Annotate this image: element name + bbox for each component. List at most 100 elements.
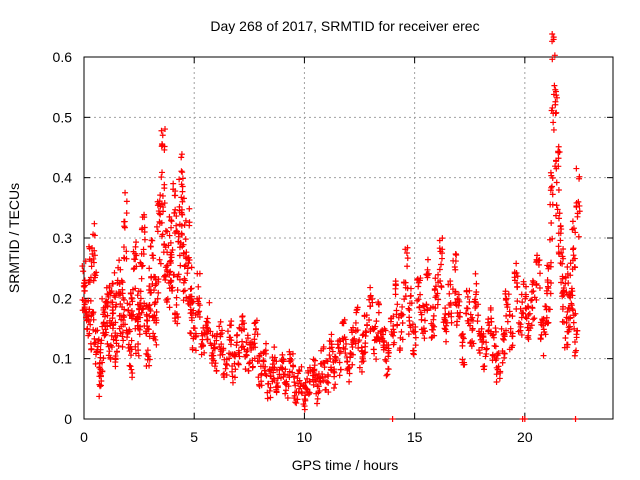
data-point	[91, 252, 98, 259]
data-point	[559, 253, 566, 260]
data-point	[114, 279, 121, 286]
data-point	[302, 392, 309, 399]
data-point	[418, 326, 425, 333]
data-point	[548, 280, 555, 287]
data-point	[175, 238, 182, 245]
data-point	[298, 390, 305, 397]
data-point	[560, 246, 567, 253]
data-point	[198, 330, 205, 337]
data-point	[231, 374, 238, 381]
data-point	[447, 281, 454, 288]
data-point	[379, 327, 386, 334]
data-point	[239, 321, 246, 328]
data-point	[149, 237, 156, 244]
data-point	[564, 344, 571, 351]
data-point	[573, 347, 580, 354]
data-point	[562, 273, 569, 280]
data-point	[158, 143, 165, 150]
data-point	[345, 365, 352, 372]
data-point	[131, 256, 138, 263]
data-point	[166, 213, 173, 220]
data-point	[108, 332, 115, 339]
data-point	[188, 264, 195, 271]
data-point	[331, 385, 338, 392]
data-point	[356, 337, 363, 344]
data-point	[196, 295, 203, 302]
data-point	[92, 339, 99, 346]
data-point	[421, 335, 428, 342]
data-point	[544, 277, 551, 284]
data-point	[119, 343, 126, 350]
data-point	[412, 334, 419, 341]
data-point	[129, 370, 136, 377]
data-point	[187, 310, 194, 317]
data-point	[438, 255, 445, 262]
data-point	[274, 383, 281, 390]
data-point	[177, 262, 184, 269]
data-point	[422, 328, 429, 335]
data-point	[466, 298, 473, 305]
data-point	[530, 288, 537, 295]
data-point	[260, 349, 267, 356]
data-point	[537, 270, 544, 277]
data-point	[266, 366, 273, 373]
data-point	[363, 312, 370, 319]
data-point	[542, 303, 549, 310]
data-point	[342, 346, 349, 353]
data-point	[181, 287, 188, 294]
data-point	[463, 288, 470, 295]
data-point	[132, 243, 139, 250]
data-point	[488, 318, 495, 325]
data-point	[153, 319, 160, 326]
data-point	[146, 306, 153, 313]
data-point	[558, 249, 565, 256]
data-point	[104, 291, 111, 298]
data-point	[398, 310, 405, 317]
data-point	[326, 352, 333, 359]
data-point	[152, 336, 159, 343]
data-point	[383, 358, 390, 365]
data-point	[176, 276, 183, 283]
data-point	[167, 239, 174, 246]
data-point	[150, 287, 157, 294]
data-point	[240, 343, 247, 350]
data-point	[255, 381, 262, 388]
data-point	[434, 290, 441, 297]
data-point	[141, 214, 148, 221]
data-point	[223, 360, 230, 367]
data-point	[224, 328, 231, 335]
data-point	[218, 341, 225, 348]
data-point	[90, 277, 97, 284]
data-point	[172, 206, 179, 213]
data-point	[108, 299, 115, 306]
data-point	[187, 329, 194, 336]
data-point	[370, 346, 377, 353]
data-point	[187, 286, 194, 293]
data-point	[186, 205, 193, 212]
data-point	[557, 237, 564, 244]
data-point	[277, 364, 284, 371]
data-point	[207, 328, 214, 335]
data-point	[322, 386, 329, 393]
data-point	[167, 268, 174, 275]
data-point	[424, 274, 431, 281]
data-point	[178, 151, 185, 158]
data-point	[166, 304, 173, 311]
data-point	[178, 222, 185, 229]
data-point	[485, 328, 492, 335]
data-point	[134, 322, 141, 329]
data-point	[174, 287, 181, 294]
data-point	[104, 303, 111, 310]
data-point	[145, 326, 152, 333]
data-point	[119, 329, 126, 336]
data-point	[137, 303, 144, 310]
data-point	[575, 233, 582, 240]
data-point	[192, 347, 199, 354]
data-point	[85, 316, 92, 323]
data-point	[570, 225, 577, 232]
data-point	[435, 296, 442, 303]
data-point	[106, 348, 113, 355]
data-point	[267, 373, 274, 380]
data-point	[492, 343, 499, 350]
data-point	[164, 295, 171, 302]
